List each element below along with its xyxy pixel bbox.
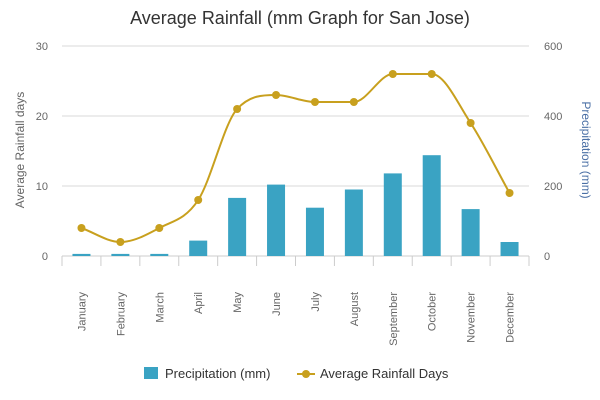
left-tick-label: 10 <box>36 181 48 193</box>
precipitation-bar <box>267 184 286 256</box>
legend-rainfall-days-label[interactable]: Average Rainfall Days <box>320 366 449 381</box>
precipitation-bar <box>500 242 519 256</box>
precipitation-bar <box>72 253 91 256</box>
x-tick-label: March <box>154 292 166 323</box>
legend[interactable]: Precipitation (mm) Average Rainfall Days <box>144 366 449 381</box>
rainfall-days-point <box>155 224 164 232</box>
x-tick-label: April <box>193 292 205 314</box>
left-axis-ticks: 0 10 20 30 <box>36 41 48 263</box>
legend-precipitation-label[interactable]: Precipitation (mm) <box>165 366 270 381</box>
precipitation-bars <box>72 155 519 256</box>
x-tick-label: November <box>466 292 478 343</box>
precipitation-bar <box>228 197 247 256</box>
rainfall-days-point <box>77 224 86 232</box>
rainfall-days-point <box>310 98 319 106</box>
precipitation-bar <box>150 253 169 256</box>
rainfall-days-curve <box>81 73 511 244</box>
legend-precipitation-swatch[interactable] <box>144 367 158 379</box>
x-tick-label: September <box>388 292 400 346</box>
rainfall-days-point <box>427 70 436 78</box>
right-tick-label: 0 <box>544 251 550 263</box>
right-axis-title: Precipitation (mm) <box>579 101 593 198</box>
x-axis-ticks: January February March April May June July Augu… <box>61 256 530 346</box>
rainfall-days-point <box>233 105 242 113</box>
x-tick-label: October <box>427 292 439 331</box>
rainfall-days-line <box>77 70 514 246</box>
right-axis-ticks: 0 200 400 600 <box>544 41 562 263</box>
x-tick-label: December <box>505 292 517 343</box>
precipitation-bar <box>461 209 480 256</box>
rainfall-days-point <box>272 91 281 99</box>
precipitation-bar <box>383 173 402 256</box>
precipitation-bar <box>422 155 441 256</box>
x-tick-label: June <box>271 292 283 316</box>
rainfall-days-point <box>388 70 397 78</box>
x-tick-label: February <box>115 292 127 337</box>
left-tick-label: 20 <box>36 111 48 123</box>
right-tick-label: 400 <box>544 111 562 123</box>
right-tick-label: 200 <box>544 181 562 193</box>
left-tick-label: 30 <box>36 41 48 53</box>
x-tick-label: August <box>349 292 361 326</box>
precipitation-bar <box>344 189 363 256</box>
x-tick-label: May <box>232 292 244 313</box>
precipitation-bar <box>305 207 324 256</box>
rainfall-days-point <box>349 98 358 106</box>
left-axis-title: Average Rainfall days <box>13 92 27 209</box>
x-tick-label: July <box>310 292 322 312</box>
rainfall-days-point <box>194 196 203 204</box>
precipitation-bar <box>111 253 130 256</box>
right-tick-label: 600 <box>544 41 562 53</box>
legend-rainfall-days-marker[interactable] <box>302 370 310 378</box>
rainfall-days-point <box>116 238 125 246</box>
chart-title: Average Rainfall (mm Graph for San Jose) <box>130 8 470 28</box>
rainfall-days-point <box>466 119 475 127</box>
rainfall-days-point <box>505 189 514 197</box>
x-tick-label: January <box>76 292 88 332</box>
grid-lines <box>62 45 529 257</box>
left-tick-label: 0 <box>42 251 48 263</box>
precipitation-bar <box>189 240 208 256</box>
